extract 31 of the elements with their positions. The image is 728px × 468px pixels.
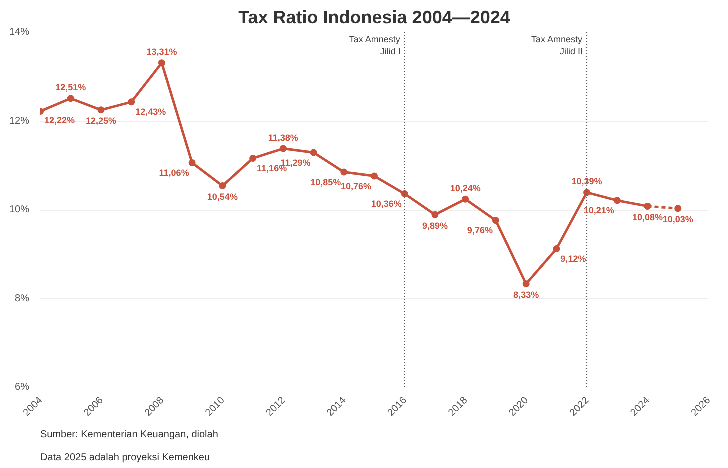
data-label: 10,39%	[572, 176, 602, 187]
data-label: 9,12%	[560, 254, 586, 264]
data-label: 10,76%	[340, 181, 372, 192]
data-label: 10,54%	[207, 192, 238, 202]
data-label: 9,76%	[467, 226, 493, 236]
data-label: 12,25%	[86, 116, 116, 126]
data-label: 10,03%	[662, 214, 694, 225]
data-label: 9,89%	[422, 220, 448, 231]
data-label: 11,38%	[268, 132, 298, 143]
y-tick-label: 10%	[9, 204, 30, 216]
y-tick-label: 12%	[9, 116, 30, 127]
data-label: 11,06%	[159, 168, 190, 178]
y-tick-label: 8%	[15, 293, 30, 304]
data-label: 8,33%	[514, 290, 540, 300]
data-label: 10,21%	[584, 206, 614, 216]
data-label: 10,24%	[450, 183, 481, 194]
ref-line-label: Tax Amnesty Jilid I	[349, 34, 401, 56]
data-label: 10,85%	[310, 177, 342, 188]
data-label: 12,43%	[136, 107, 166, 118]
data-label: 10,08%	[632, 212, 664, 222]
text: Sumber: Kementerian Keuangan, diolah	[40, 430, 218, 440]
data-label: 12,22%	[44, 115, 76, 126]
text: Data 2025 adalah proyeksi Kemenkeu	[40, 452, 210, 464]
data-label: 12,51%	[56, 82, 86, 93]
data-label: 10,36%	[371, 199, 402, 210]
chart-title: Tax Ratio Indonesia 2004—2024	[238, 8, 510, 28]
y-tick-label: 6%	[15, 382, 30, 393]
data-label: 13,31%	[146, 47, 178, 58]
y-tick-label: 14%	[9, 27, 30, 38]
ref-line-label: Tax Amnesty Jilid II	[532, 34, 584, 56]
data-label: 11,29%	[280, 158, 311, 168]
